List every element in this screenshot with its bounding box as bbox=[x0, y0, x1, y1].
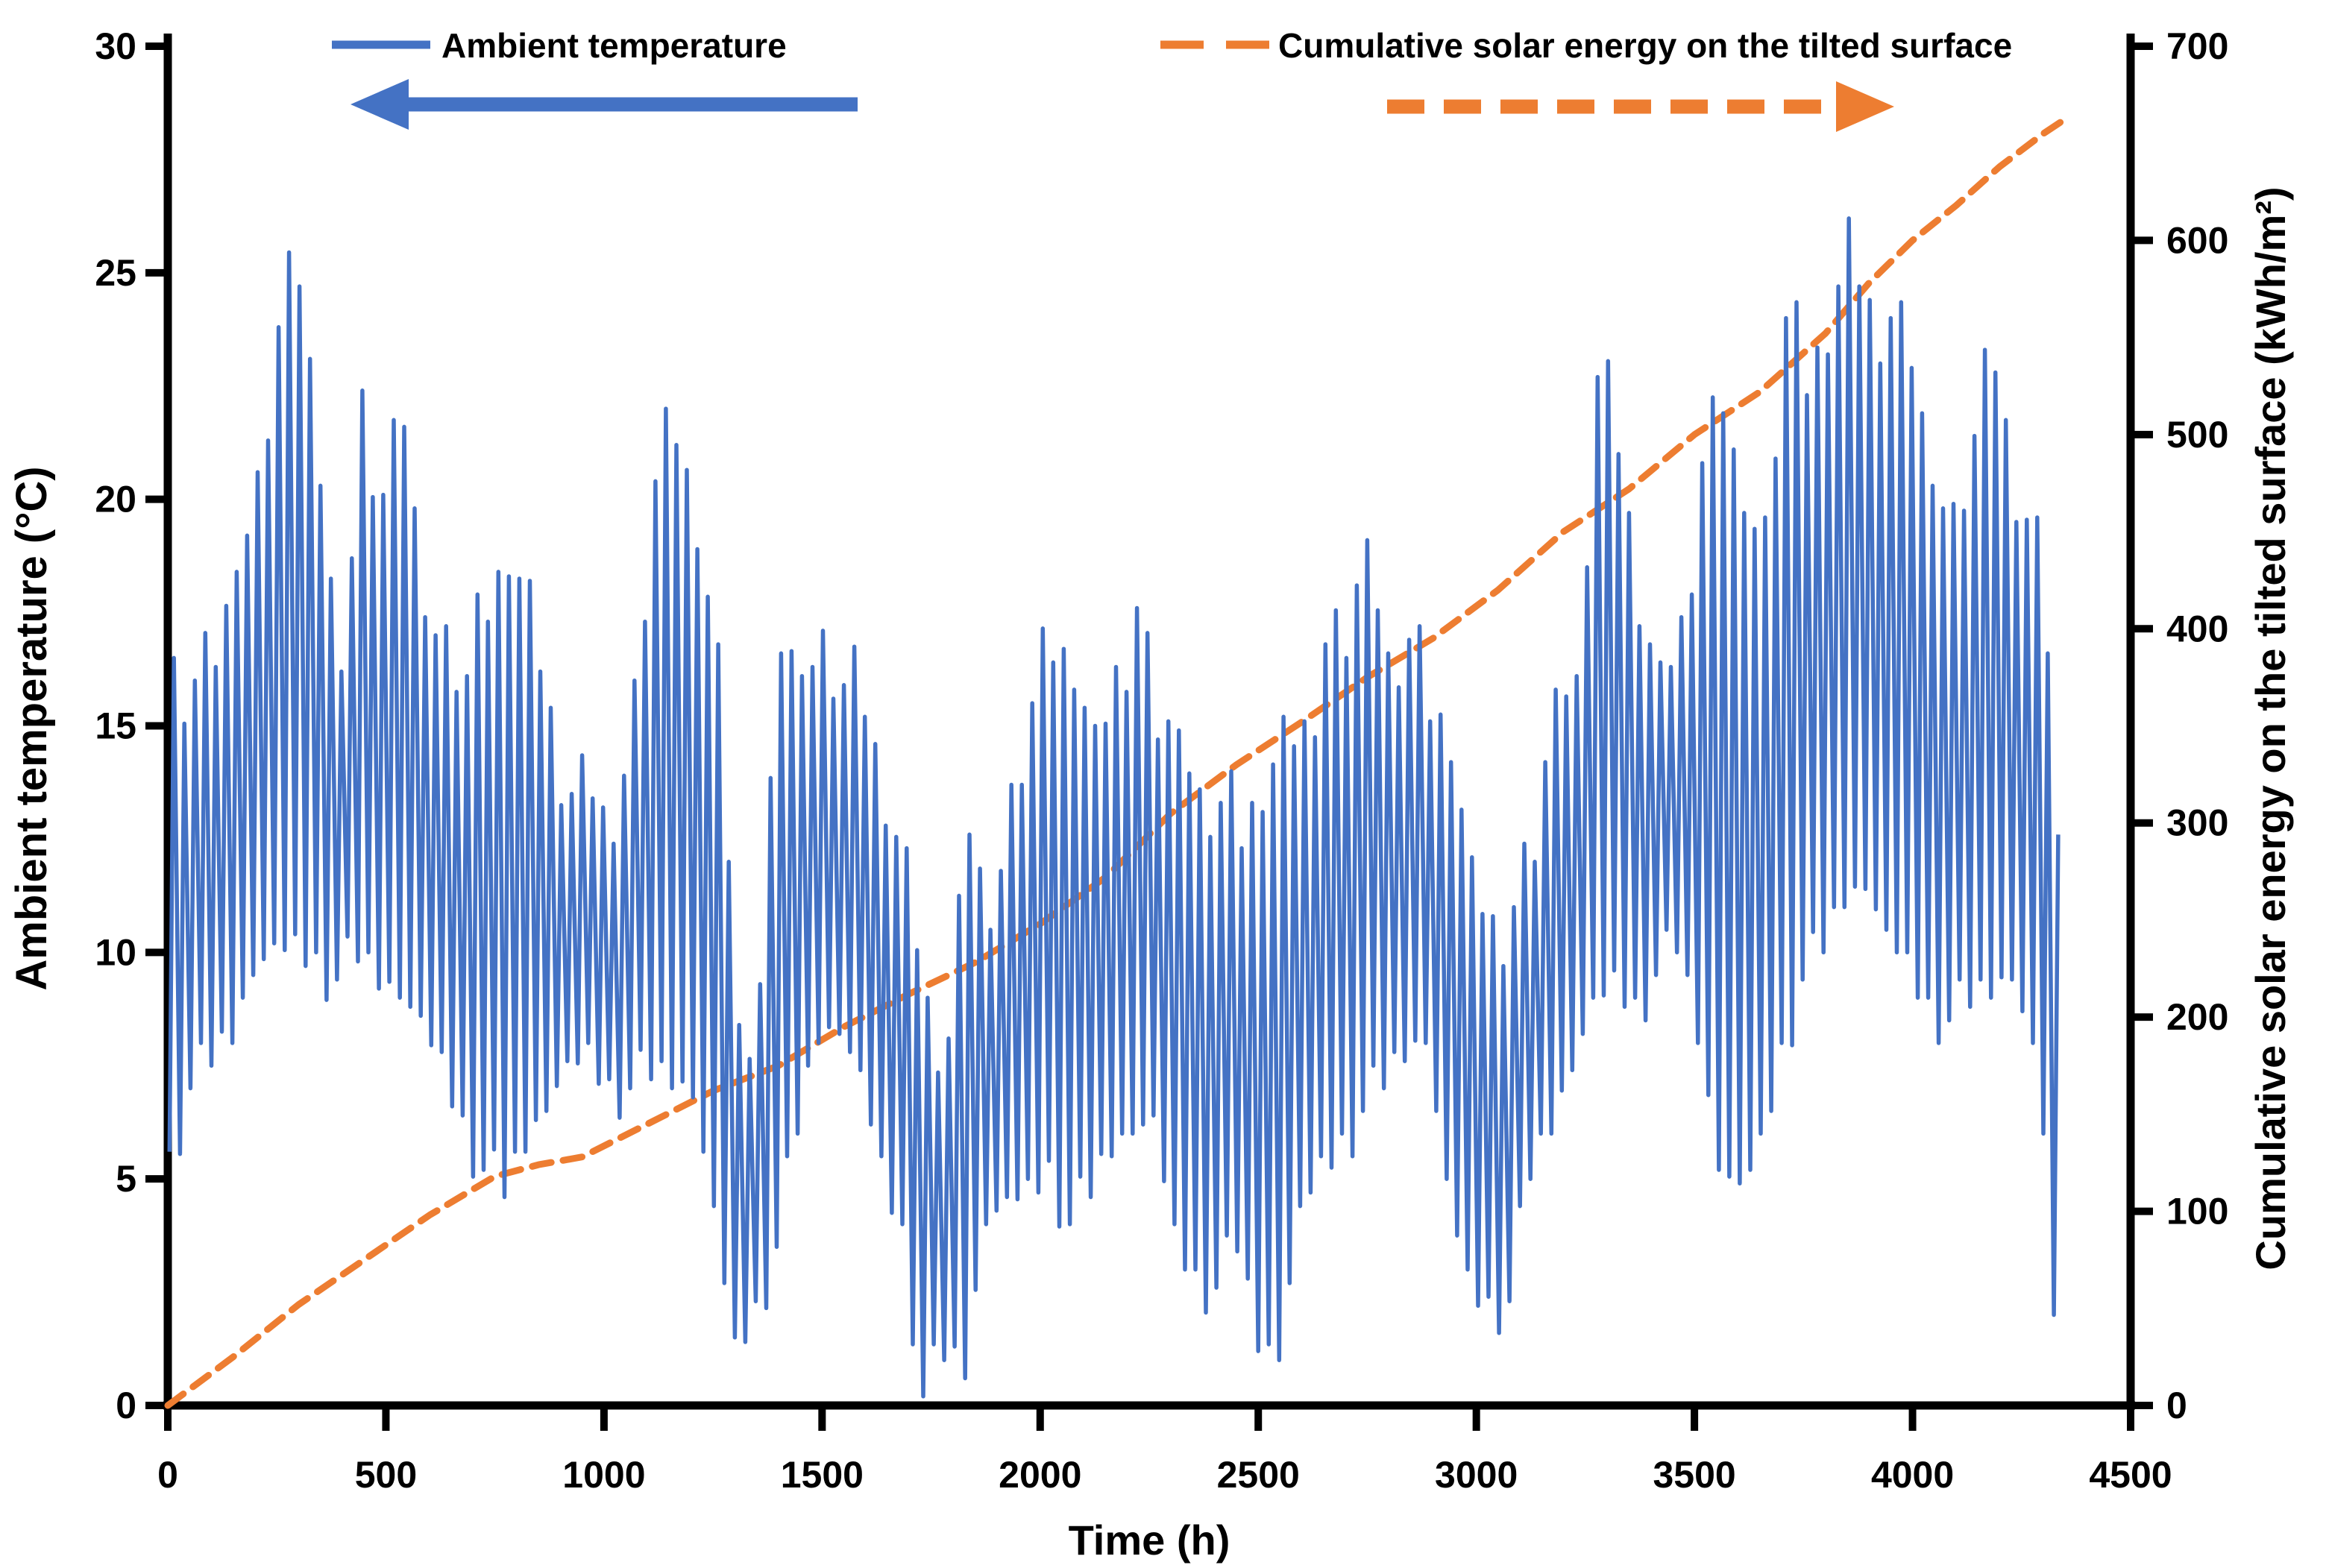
tick-label: 200 bbox=[2166, 996, 2228, 1038]
tick-label: 0 bbox=[2166, 1385, 2187, 1426]
tick-label: 25 bbox=[95, 252, 136, 294]
left-y-axis-title: Ambient temperature (°C) bbox=[7, 466, 56, 990]
tick-label: 300 bbox=[2166, 802, 2228, 844]
tick-label: 4000 bbox=[1871, 1454, 1954, 1496]
solar-legend-label: Cumulative solar energy on the tilted su… bbox=[1278, 26, 2012, 65]
tick-label: 3000 bbox=[1435, 1454, 1518, 1496]
tick-label: 700 bbox=[2166, 25, 2228, 67]
tick-label: 4500 bbox=[2089, 1454, 2172, 1496]
right-y-axis-title: Cumulative solar energy on the tilted su… bbox=[2247, 186, 2294, 1270]
temperature-legend-label: Ambient temperature bbox=[441, 26, 787, 65]
axis-tick-marks bbox=[145, 42, 2153, 1431]
tick-label: 400 bbox=[2166, 608, 2228, 649]
tick-label: 0 bbox=[157, 1454, 178, 1496]
tick-label: 2000 bbox=[999, 1454, 1081, 1496]
tick-label: 3500 bbox=[1653, 1454, 1735, 1496]
tick-label: 500 bbox=[2166, 414, 2228, 456]
x-axis-title: Time (h) bbox=[1069, 1517, 1230, 1564]
tick-label: 15 bbox=[95, 705, 136, 747]
tick-label: 1500 bbox=[781, 1454, 864, 1496]
temperature-axis-arrow-icon bbox=[351, 79, 858, 130]
tick-label: 1000 bbox=[562, 1454, 645, 1496]
tick-label: 10 bbox=[95, 931, 136, 973]
tick-label: 30 bbox=[95, 25, 136, 67]
tick-label: 600 bbox=[2166, 219, 2228, 261]
tick-label: 100 bbox=[2166, 1191, 2228, 1232]
tick-label: 20 bbox=[95, 479, 136, 520]
tick-label: 2500 bbox=[1217, 1454, 1300, 1496]
temperature-series-line bbox=[167, 216, 2061, 1399]
tick-label: 500 bbox=[355, 1454, 417, 1496]
tick-label: 0 bbox=[116, 1385, 136, 1426]
legend: Ambient temperature Cumulative solar ene… bbox=[332, 26, 2012, 65]
tick-label: 5 bbox=[116, 1158, 136, 1200]
solar-axis-arrow-icon bbox=[1387, 81, 1894, 132]
